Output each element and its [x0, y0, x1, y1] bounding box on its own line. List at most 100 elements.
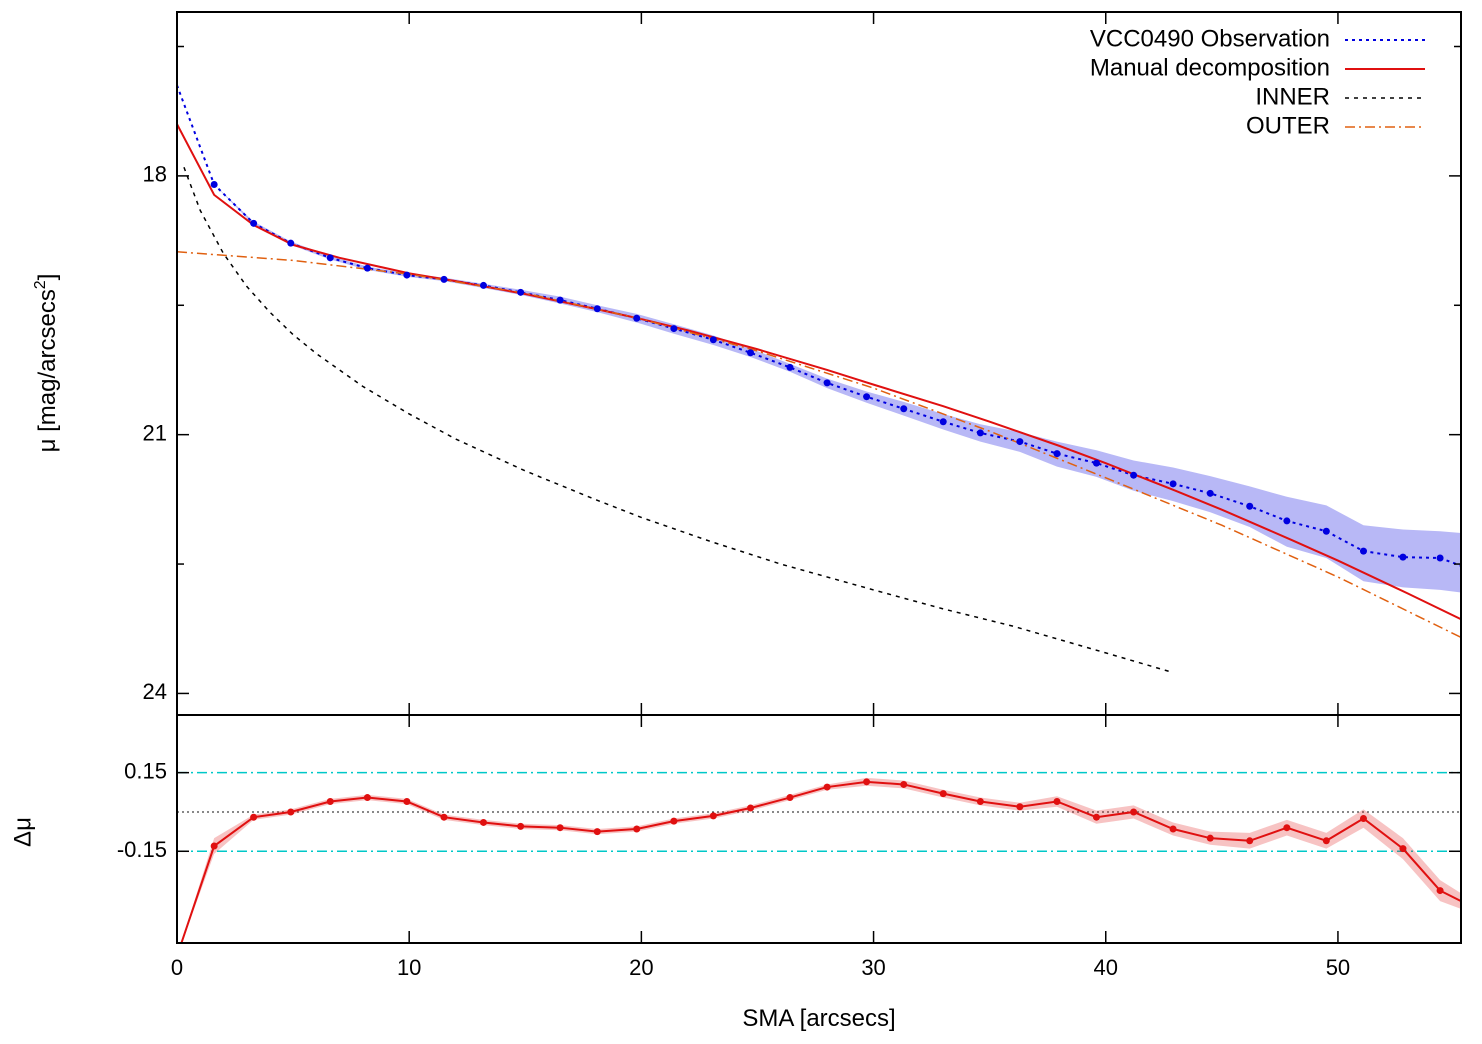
bottom-series-1-point	[1246, 837, 1254, 845]
bottom-series-1-point	[479, 818, 487, 826]
top-y-tick-label: 24	[143, 679, 167, 704]
bottom-series-1-point	[1169, 825, 1177, 833]
top-series-1-point	[939, 418, 947, 426]
top-series-1-point	[479, 281, 487, 289]
bottom-series-1-point	[1092, 813, 1100, 821]
top-series-1-point	[823, 379, 831, 387]
top-series-1-point	[1399, 553, 1407, 561]
bottom-series-1-point	[440, 813, 448, 821]
top-series-1-point	[1246, 502, 1254, 510]
bottom-series-1-point	[1206, 834, 1214, 842]
bottom-y-tick-label: -0.15	[117, 837, 167, 862]
bottom-series-1-point	[633, 825, 641, 833]
x-tick-label: 10	[397, 955, 421, 980]
bottom-series-1-point	[863, 778, 871, 786]
bottom-series-1-point	[1436, 887, 1444, 895]
top-series-1-point	[250, 219, 258, 227]
bottom-lines	[180, 780, 1461, 943]
top-series-1-point	[326, 254, 334, 262]
bottom-series-1-point	[786, 794, 794, 802]
bottom-series-1-point	[1130, 808, 1138, 816]
bottom-series-1-line	[180, 780, 1461, 943]
bottom-series-1-point	[670, 817, 678, 825]
top-series-1-point	[747, 349, 755, 357]
top-series-1-point	[709, 336, 717, 344]
bottom-reference-lines	[177, 771, 1461, 853]
top-y-tick-label: 18	[143, 162, 167, 187]
top-series-1-point	[1016, 438, 1024, 446]
bottom-series-1-point	[517, 822, 525, 830]
top-series-1-point	[1053, 450, 1061, 458]
top-y-tick-label: 21	[143, 420, 167, 445]
top-series-4-line	[177, 251, 1461, 639]
top-series-1-band	[177, 85, 1461, 593]
bottom-points	[210, 778, 1444, 895]
legend-label: OUTER	[1246, 112, 1330, 139]
top-series-1-point	[1092, 459, 1100, 467]
top-series-1-point	[1436, 554, 1444, 562]
bottom-series-1-point	[939, 790, 947, 798]
bottom-series-1-point	[287, 808, 295, 816]
top-series-1-point	[1169, 480, 1177, 488]
top-series-1-point	[403, 271, 411, 279]
top-series-1-point	[287, 239, 295, 247]
x-tick-label: 30	[861, 955, 885, 980]
top-y-axis-title: μ [mag/arcsecs2]	[32, 274, 61, 453]
bottom-x-ticks: 0 10 20 30 40 50	[171, 715, 1350, 980]
top-series-2-line	[177, 123, 1461, 621]
top-series-1-point	[670, 325, 678, 333]
top-series-1-line	[177, 84, 1461, 567]
top-series-1-point	[517, 288, 525, 296]
top-series-1-point	[593, 305, 601, 313]
top-series-1-point	[1283, 517, 1291, 525]
bottom-series-1-band	[181, 777, 1461, 943]
legend-label: Manual decomposition	[1090, 54, 1330, 81]
bottom-series-1-point	[1322, 837, 1330, 845]
top-panel: 18 21 24 μ [mag/arcsecs2] VCC0490 Observat…	[32, 11, 1462, 716]
bottom-series-1-point	[210, 842, 218, 850]
top-bands	[177, 85, 1461, 593]
top-series-1-point	[1322, 527, 1330, 535]
bottom-series-1-point	[363, 794, 371, 802]
top-series-1-point	[1359, 547, 1367, 555]
x-tick-label: 0	[171, 955, 183, 980]
top-series-3-line	[183, 166, 1171, 673]
bottom-series-1-point	[326, 797, 334, 805]
bottom-series-1-point	[1359, 815, 1367, 823]
top-series-1-point	[440, 275, 448, 283]
bottom-series-1-point	[1283, 824, 1291, 832]
top-series-1-point	[633, 314, 641, 322]
top-x-ticks	[176, 12, 1339, 715]
bottom-plot-frame	[176, 714, 1462, 944]
bottom-series-1-point	[593, 828, 601, 836]
bottom-series-1-point	[1053, 797, 1061, 805]
bottom-series-1-point	[556, 824, 564, 832]
top-series-1-point	[210, 181, 218, 189]
legend-label: INNER	[1255, 83, 1330, 110]
x-tick-label: 20	[629, 955, 653, 980]
top-series-1-point	[863, 393, 871, 401]
x-tick-label: 50	[1326, 955, 1350, 980]
top-series-1-point	[1130, 471, 1138, 479]
top-series-1-point	[900, 405, 908, 413]
top-series-1-point	[556, 296, 564, 304]
bottom-y-ticks: 0.15 -0.15	[117, 758, 1461, 862]
bottom-bands	[181, 777, 1461, 943]
bottom-y-axis-title: Δμ	[9, 817, 36, 847]
bottom-series-1-point	[250, 813, 258, 821]
top-series-1-point	[1206, 489, 1214, 497]
bottom-series-1-point	[823, 783, 831, 791]
x-tick-label: 40	[1094, 955, 1118, 980]
bottom-series-1-point	[747, 804, 755, 812]
top-series-1-point	[976, 429, 984, 437]
bottom-series-1-point	[403, 797, 411, 805]
bottom-y-tick-label: 0.15	[124, 758, 167, 783]
bottom-series-1-point	[709, 812, 717, 820]
top-lines	[177, 84, 1461, 673]
x-axis-title: SMA [arcsecs]	[742, 1005, 895, 1032]
bottom-series-1-point	[976, 797, 984, 805]
legend-label: VCC0490 Observation	[1090, 25, 1330, 52]
top-series-1-point	[363, 264, 371, 272]
